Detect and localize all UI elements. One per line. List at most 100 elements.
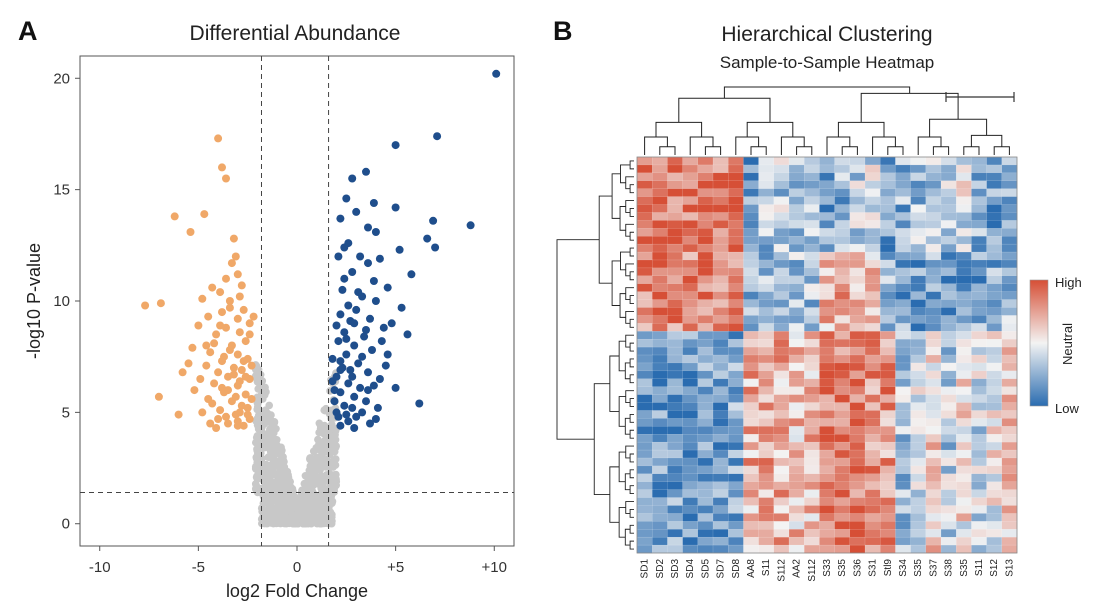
heatmap-cell [728,283,744,293]
up-point [346,317,355,325]
heatmap-cell [910,331,927,340]
heatmap-cell [728,251,744,261]
ns-point [253,398,262,407]
heatmap-cell [652,212,668,221]
up-point [336,357,345,366]
y-tick-label: 15 [53,182,70,199]
heatmap-cell [986,370,1003,380]
heatmap-cell [834,172,851,182]
heatmap-cell [788,346,805,356]
heatmap-cell [682,307,699,316]
heatmap-cell [956,354,972,364]
heatmap-cell [819,220,836,229]
heatmap-cell [773,228,790,237]
up-point [433,132,442,141]
heatmap-cell [849,180,866,190]
heatmap-cell [652,235,668,245]
heatmap-cell [971,180,988,190]
up-point [373,403,382,412]
dendrogram-root [556,239,600,440]
heatmap-cell [743,529,760,538]
heatmap-cell [971,473,988,483]
heatmap-cell [773,307,790,316]
up-point [369,277,378,285]
heatmap-cell [712,402,729,411]
heatmap-cell [910,243,927,253]
heatmap-cell [712,441,729,451]
heatmap-cell [895,251,912,261]
dendrogram-branch [837,121,885,137]
heatmap-cell [834,536,851,546]
heatmap-cell [712,235,729,245]
heatmap-cell [682,529,699,538]
heatmap-cell [834,362,851,372]
up-point [336,310,345,319]
ns-point [273,443,281,452]
heatmap-cell [971,243,988,253]
heatmap-cell [667,291,684,301]
ns-point [266,502,274,511]
heatmap-cell [925,536,942,546]
heatmap-cell [743,188,760,198]
heatmap-cell [728,346,744,356]
heatmap-cell [636,299,653,308]
heatmap-cell [925,410,942,419]
ns-point [327,414,335,423]
heatmap-cell [1001,235,1018,245]
heatmap-cell [1001,473,1018,483]
heatmap-cell [940,362,957,372]
heatmap-cell [743,434,760,443]
heatmap-cell [986,418,1003,427]
heatmap-cell [971,331,988,340]
heatmap-cell [758,228,775,237]
heatmap-cell [758,544,775,554]
heatmap-cell [940,505,957,514]
heatmap-cell [1001,243,1018,253]
heatmap-cell [819,180,836,190]
heatmap-cell [880,156,896,166]
heatmap-cell [956,323,972,332]
heatmap-cell [864,426,881,435]
ns-point [320,406,329,415]
heatmap-cell [940,544,957,554]
down-point [206,419,215,428]
ns-point [303,494,312,503]
heatmap-cell [636,362,653,372]
heatmap-cell [682,441,699,451]
heatmap-cell [728,156,744,166]
heatmap-cell [895,235,912,245]
up-point [348,174,357,183]
heatmap-cell [819,243,836,253]
heatmap-cell [743,536,760,546]
heatmap-cell [652,473,668,483]
heatmap-cell [773,275,790,285]
heatmap-cell [849,156,866,166]
heatmap-cell [910,275,927,285]
heatmap-cell [652,536,668,546]
heatmap-cell [804,323,820,332]
heatmap-cell [834,307,851,316]
heatmap-cell [697,505,714,514]
heatmap-cell [956,521,972,530]
up-point [366,314,374,323]
heatmap-cell [636,544,653,554]
heatmap-cell [697,402,714,411]
heatmap-cell [697,156,714,166]
heatmap-cell [788,172,805,182]
heatmap-cell [895,418,912,427]
heatmap-cell [728,544,744,554]
heatmap-cell [697,536,714,546]
heatmap-cell [819,410,836,419]
down-point [241,372,250,381]
heatmap-cell [682,346,699,356]
heatmap-cell [910,410,927,419]
column-label: S35 [959,559,970,577]
up-point [387,319,396,328]
heatmap-cell [1001,323,1018,332]
heatmap-cell [758,362,775,372]
heatmap-cell [940,315,957,324]
ns-point [254,371,262,380]
dendrogram-branch [629,469,634,479]
heatmap-cell [895,291,912,301]
heatmap-cell [804,172,820,182]
